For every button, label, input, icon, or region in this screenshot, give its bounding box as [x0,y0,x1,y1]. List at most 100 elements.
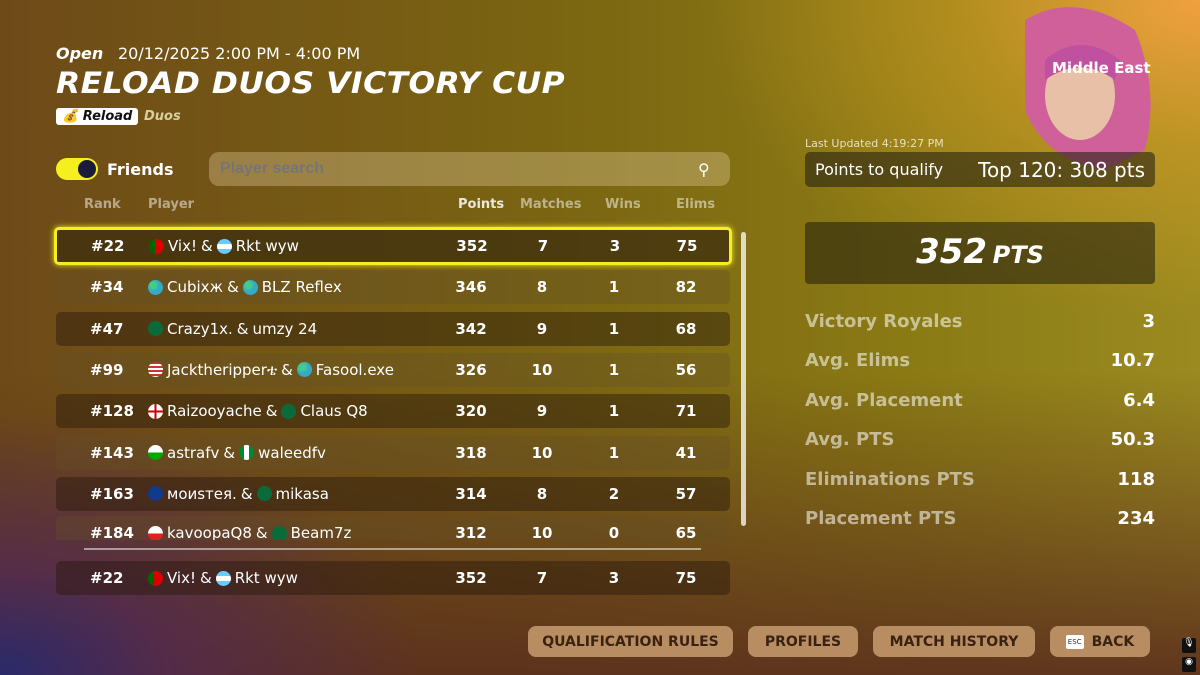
wins: 0 [608,524,620,540]
points: 314 [455,484,487,503]
col-player[interactable]: Player [148,197,195,212]
mode-type: Duos [144,109,181,124]
points-to-qualify: Points to qualify Top 120: 308 pts [805,152,1155,187]
player-1[interactable]: kavoopaQ8 [167,524,252,540]
col-rank[interactable]: Rank [84,197,121,212]
duo-players: astrafv & waleedfv [148,444,436,462]
flag-portugal-icon [149,238,164,254]
stat-label: Avg. PTS [805,429,895,451]
leaderboard-row[interactable]: #143 astrafv & waleedfv 318 10 1 41 [56,435,730,470]
elims: 65 [675,524,697,540]
flag-england-icon [148,403,163,419]
stat-row: Placement PTS 234 [805,508,1155,529]
col-points[interactable]: Points [458,197,505,212]
duo-players: Jacktheripperቴ & Fasool.exe [148,361,436,379]
toggle-knob [78,160,96,178]
leaderboard-row[interactable]: #184 kavoopaQ8 & Beam7z 312 10 0 65 [56,516,730,540]
leaderboard-scrollbar[interactable] [741,232,746,526]
flag-argentina-icon [216,238,232,254]
player-1[interactable]: Crazy1x. [167,319,233,338]
character-artwork [985,0,1175,180]
flag-portugal-icon [148,570,163,586]
back-button[interactable]: ESC BACK [1050,626,1150,657]
stat-row: Eliminations PTS 118 [805,469,1155,490]
search-icon[interactable]: ⚲ [698,160,710,179]
flag-saudi-arabia-icon [271,525,287,540]
wins: 1 [608,360,620,379]
pinned-own-row[interactable]: #22 Vix! & Rkt wyw 352 7 3 75 [56,561,730,595]
points: 352 [456,237,488,255]
ampersand: & [265,402,278,421]
player-1[interactable]: моиsтея. [167,484,237,503]
player-2[interactable]: Fasool.exe [315,360,394,379]
player-2[interactable]: umzy 24 [252,319,318,338]
ampersand: & [201,237,213,255]
player-1[interactable]: Cubixж [167,278,224,297]
leaderboard-row-selected[interactable]: #22 Vix! & Rkt wyw 352 7 3 75 [54,227,732,265]
player-1[interactable]: Raizooyache [167,402,262,421]
divider [84,548,701,550]
rank: #128 [90,402,134,421]
elims: 68 [675,319,697,338]
moneybag-icon: 💰 [62,109,79,124]
player-1[interactable]: Vix! [168,237,197,255]
duo-players: моиsтея. & mikasa [148,485,436,503]
microphone-icon[interactable]: 🎙 [1182,638,1196,653]
col-elims[interactable]: Elims [676,197,716,212]
stat-value: 3 [1142,311,1155,332]
qualification-rules-button[interactable]: QUALIFICATION RULES [528,626,733,657]
player-2[interactable]: Beam7z [290,524,352,540]
stat-label: Victory Royales [805,311,963,332]
ampersand: & [200,569,212,587]
player-2[interactable]: BLZ Reflex [261,278,342,297]
points: 312 [455,524,487,540]
region-label: Middle East [1052,59,1151,77]
wins: 1 [608,278,620,297]
flag-saudi-arabia-icon [256,486,272,502]
player-search-input[interactable] [209,152,730,186]
friends-toggle[interactable] [56,158,98,180]
friends-label: Friends [107,160,174,179]
leaderboard-row[interactable]: #99 Jacktheripperቴ & Fasool.exe 326 10 1 5… [56,352,730,387]
leaderboard-row[interactable]: #47 Crazy1x. & umzy 24 342 9 1 68 [56,311,730,346]
stat-row: Victory Royales 3 [805,311,1155,332]
elims: 57 [675,484,697,503]
wins: 1 [608,402,620,421]
page-title: RELOAD DUOS VICTORY CUP [56,66,566,100]
player-2[interactable]: mikasa [275,484,329,503]
player-2[interactable]: Rkt wyw [235,237,299,255]
stat-label: Eliminations PTS [805,468,975,490]
col-matches[interactable]: Matches [520,197,582,212]
player-1[interactable]: Vix! [167,569,196,587]
col-wins[interactable]: Wins [605,197,641,212]
rank: #22 [90,569,124,587]
wins: 3 [609,237,621,255]
profiles-button[interactable]: PROFILES [748,626,858,657]
ampersand: & [240,484,253,503]
player-2[interactable]: waleedfv [258,443,326,462]
match-history-button[interactable]: MATCH HISTORY [873,626,1035,657]
esc-key-icon: ESC [1065,634,1084,649]
points: 318 [455,443,487,462]
duo-players: Cubixж & BLZ Reflex [148,278,436,296]
leaderboard-row[interactable]: #128 Raizooyache & Claus Q8 320 9 1 71 [56,394,730,429]
points: 320 [455,402,487,421]
record-icon[interactable]: ◉ [1182,657,1196,672]
player-1[interactable]: astrafv [167,443,220,462]
row-clip: #184 kavoopaQ8 & Beam7z 312 10 0 65 [56,516,730,540]
matches: 8 [536,484,548,503]
wins: 3 [608,569,620,587]
player-2[interactable]: Claus Q8 [300,402,368,421]
player-1[interactable]: Jacktheripperቴ [167,360,278,379]
rank: #184 [90,524,134,540]
player-2[interactable]: Rkt wyw [234,569,298,587]
leaderboard-row[interactable]: #163 моиsтея. & mikasa 314 8 2 57 [56,476,730,511]
flag-argentina-icon [215,570,231,586]
stat-value: 6.4 [1123,389,1155,411]
leaderboard-row[interactable]: #34 Cubixж & BLZ Reflex 346 8 1 82 [56,270,730,305]
elims: 75 [676,237,698,255]
ampersand: & [255,524,268,540]
points: 352 [455,569,487,587]
matches: 10 [531,443,553,462]
elims: 82 [675,278,697,297]
